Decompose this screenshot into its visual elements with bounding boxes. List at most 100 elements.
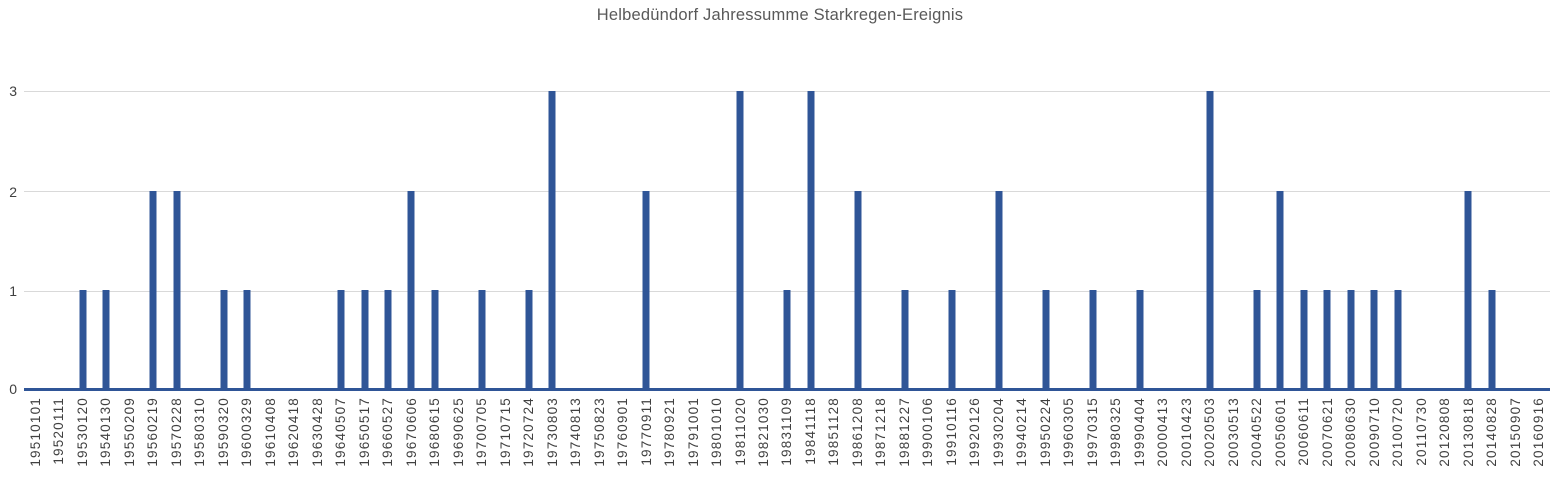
bar-20140828[interactable] [1488,290,1496,390]
x-axis-label-19520111: 19520111 [51,397,67,465]
bar-19861208[interactable] [854,191,862,390]
x-label-cell: 19851128 [822,397,845,487]
x-axis-label-20010423: 20010423 [1178,397,1194,467]
x-label-cell: 19700705 [470,397,493,487]
bar-slot [1410,91,1433,390]
x-axis-labels: 19510101 19520111 19530120 19540130 19550209… [24,397,1550,487]
x-label-cell: 19690625 [447,397,470,487]
y-axis-tick-2: 2 [9,184,17,200]
bar-19930204[interactable] [995,191,1003,390]
bar-slot [447,91,470,390]
bar-19811020[interactable] [736,91,744,390]
x-label-cell: 20080630 [1339,397,1362,487]
x-label-cell: 19780921 [658,397,681,487]
bar-19910116[interactable] [948,290,956,390]
bar-slot [658,91,681,390]
bar-20130818[interactable] [1464,191,1472,390]
bar-slot [729,91,752,390]
bar-20100720[interactable] [1394,290,1402,390]
bar-19560219[interactable] [149,191,157,390]
bar-slot [1057,91,1080,390]
bar-19540130[interactable] [102,290,110,390]
x-axis-label-20110730: 20110730 [1413,397,1429,466]
bar-20070621[interactable] [1323,290,1331,390]
x-axis-label-19600329: 19600329 [239,397,255,467]
x-label-cell: 19821030 [752,397,775,487]
x-axis-label-20160916: 20160916 [1530,397,1546,467]
bar-20080630[interactable] [1347,290,1355,390]
x-axis-label-19680615: 19680615 [427,397,443,467]
bar-19881227[interactable] [901,290,909,390]
x-label-cell: 19610408 [259,397,282,487]
bar-20040522[interactable] [1253,290,1261,390]
x-axis-label-20090710: 20090710 [1366,397,1382,467]
x-axis-label-19811020: 19811020 [732,397,748,466]
bar-slot [282,91,305,390]
x-label-cell: 19831109 [776,397,799,487]
x-axis-label-19550209: 19550209 [121,397,137,467]
x-axis-label-20060611: 20060611 [1296,397,1312,466]
x-label-cell: 20160916 [1527,397,1550,487]
bar-19990404[interactable] [1136,290,1143,390]
bar-19841118[interactable] [807,91,815,390]
bar-slot [1386,91,1409,390]
x-axis-label-19670606: 19670606 [403,397,419,467]
bar-19970315[interactable] [1089,290,1097,390]
bar-19680615[interactable] [431,290,439,390]
bar-slot [1527,91,1550,390]
x-axis-label-20040522: 20040522 [1249,397,1265,467]
bar-19720724[interactable] [525,290,533,390]
y-axis-tick-3: 3 [9,83,17,99]
x-label-cell: 19580310 [188,397,211,487]
x-label-cell: 19730803 [541,397,564,487]
x-axis-label-19980325: 19980325 [1108,397,1124,467]
bar-20090710[interactable] [1370,290,1378,390]
x-label-cell: 20150907 [1504,397,1527,487]
bar-slot [470,91,493,390]
bar-slot [1151,91,1174,390]
bar-slot [916,91,939,390]
x-axis-label-19930204: 19930204 [990,397,1006,467]
x-axis-label-19700705: 19700705 [474,397,490,467]
bar-19700705[interactable] [478,290,486,390]
y-axis-tick-0: 0 [9,381,17,397]
bar-slot [1198,91,1221,390]
bar-19770911[interactable] [642,191,650,390]
bar-19831109[interactable] [783,290,791,390]
x-axis-label-19770911: 19770911 [638,397,654,466]
x-label-cell: 19720724 [517,397,540,487]
x-label-cell: 20090710 [1363,397,1386,487]
bar-20060611[interactable] [1300,290,1308,390]
bar-slot [869,91,892,390]
x-label-cell: 19560219 [141,397,164,487]
bar-19600329[interactable] [243,290,251,390]
bar-19590320[interactable] [220,290,228,390]
x-axis-label-20080630: 20080630 [1343,397,1359,467]
x-axis-label-19630428: 19630428 [309,397,325,467]
bar-slot [400,91,423,390]
x-label-cell: 20050601 [1269,397,1292,487]
x-label-cell: 20070621 [1316,397,1339,487]
bar-slot [940,91,963,390]
bar-20050601[interactable] [1276,191,1284,390]
bar-20020503[interactable] [1206,91,1214,390]
bar-19530120[interactable] [79,290,87,390]
bar-slot [1245,91,1268,390]
x-label-cell: 19811020 [729,397,752,487]
x-label-cell: 19861208 [846,397,869,487]
bar-slot [165,91,188,390]
bar-19570228[interactable] [173,191,181,390]
x-label-cell: 19640507 [329,397,352,487]
bar-19650517[interactable] [361,290,369,390]
bar-19950224[interactable] [1042,290,1050,390]
x-label-cell: 20010423 [1175,397,1198,487]
bar-19730803[interactable] [548,91,556,390]
bar-19670606[interactable] [407,191,415,390]
x-label-cell: 19960305 [1057,397,1080,487]
x-label-cell: 20110730 [1410,397,1433,487]
x-label-cell: 19530120 [71,397,94,487]
bar-slot [118,91,141,390]
bar-19640507[interactable] [337,290,345,390]
bar-19660527[interactable] [384,290,392,390]
x-axis-label-20140828: 20140828 [1484,397,1500,467]
